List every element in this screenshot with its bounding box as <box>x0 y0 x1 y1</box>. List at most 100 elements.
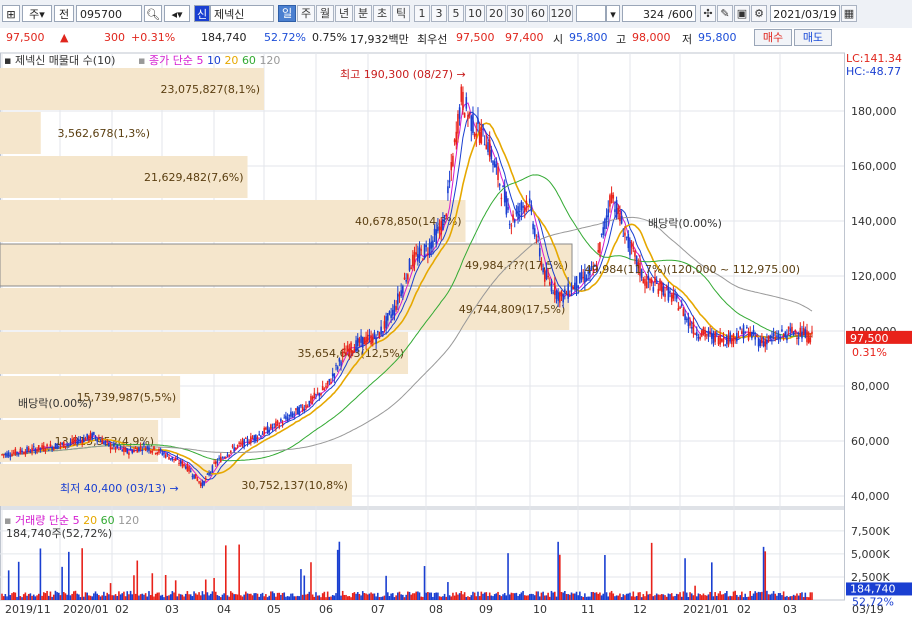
interval-120[interactable]: 120 <box>549 5 573 22</box>
volume-bar <box>96 593 98 600</box>
interval-5[interactable]: 5 <box>448 5 464 22</box>
candle-body <box>166 453 169 455</box>
volume-bar <box>321 593 324 600</box>
tab-second[interactable]: 초 <box>373 5 391 22</box>
volume-bar <box>400 594 402 600</box>
tab-month[interactable]: 월 <box>316 5 334 22</box>
volume-bar <box>473 592 476 600</box>
volume-bar <box>258 596 260 600</box>
volume-bar <box>191 596 194 600</box>
candle-body <box>782 333 785 336</box>
draw-icon[interactable]: ✎ <box>717 5 733 22</box>
speaker-icon[interactable]: ◂▾ <box>164 5 190 22</box>
volume-bar <box>744 593 746 600</box>
volume-bar <box>543 595 546 600</box>
candle-body <box>575 276 578 291</box>
candle-body <box>797 337 800 339</box>
volume-bar <box>677 594 680 600</box>
volume-profile-label: 40,678,850(14,3%) <box>355 215 462 228</box>
interval-20[interactable]: 20 <box>486 5 506 22</box>
volume-bar <box>341 590 344 600</box>
volume-bar <box>285 596 287 600</box>
volume-bar <box>787 597 790 600</box>
candle-body <box>627 233 630 249</box>
volume-bar <box>772 591 775 600</box>
interval-10[interactable]: 10 <box>465 5 485 22</box>
candle-body <box>453 139 456 143</box>
volume-bar <box>507 553 509 600</box>
interval-60[interactable]: 60 <box>528 5 548 22</box>
volume-bar <box>418 592 421 600</box>
gear-icon[interactable]: ⚙ <box>751 5 767 22</box>
tab-year[interactable]: 년 <box>335 5 353 22</box>
volume-bar <box>610 590 613 600</box>
stock-code-input[interactable]: 095700 <box>76 5 142 22</box>
date-input[interactable]: 2021/03/19 <box>770 5 840 22</box>
candle-body <box>572 286 574 290</box>
candle-body <box>477 118 479 125</box>
candle-body <box>281 423 284 425</box>
volume-bar <box>241 596 244 600</box>
volume-bar <box>303 575 306 600</box>
volume-bar <box>460 591 463 600</box>
tab-jeon[interactable]: 전 <box>54 5 74 22</box>
tab-minute[interactable]: 분 <box>354 5 372 22</box>
volume-bar <box>151 573 154 600</box>
volume-bar <box>806 596 808 600</box>
volume-bar <box>766 590 768 600</box>
custom-interval-input[interactable] <box>576 5 606 22</box>
candle-body <box>328 379 331 382</box>
volume-bar <box>490 595 493 600</box>
interval-3[interactable]: 3 <box>431 5 447 22</box>
interval-30[interactable]: 30 <box>507 5 527 22</box>
volume-bar <box>455 592 458 600</box>
save-icon[interactable]: ▣ <box>734 5 750 22</box>
volume-bar <box>281 593 284 600</box>
volume-bar <box>331 595 334 600</box>
sell-button[interactable]: 매도 <box>794 29 832 46</box>
tab-week[interactable]: 주 <box>297 5 315 22</box>
search-icon[interactable]: 🔍︎ <box>144 5 162 22</box>
volume-bar <box>27 593 30 600</box>
volume-bar <box>348 596 351 600</box>
candle-body <box>512 214 514 221</box>
volume-bar <box>462 594 464 600</box>
stock-name[interactable]: 제넥신 <box>210 5 274 22</box>
candle-body <box>214 461 217 465</box>
candle-body <box>403 277 406 280</box>
tab-day[interactable]: 일 <box>278 5 296 22</box>
candle-body <box>721 338 723 342</box>
stock-chart[interactable]: 30,752,137(10,8%)13,815,953(4,9%)15,739,… <box>0 47 912 619</box>
volume-bar <box>433 592 436 600</box>
volume-bar <box>403 597 406 600</box>
bar-count-input[interactable]: 324 <box>622 5 666 22</box>
period-dropdown[interactable]: 주▾ <box>22 5 52 22</box>
volume-bar <box>186 591 189 600</box>
candle-body <box>545 270 548 280</box>
candle-body <box>124 448 127 452</box>
candle-body <box>69 441 72 444</box>
zoom-icon[interactable]: ✣ <box>700 5 716 22</box>
volume-bar <box>762 546 765 600</box>
chevron-down-icon[interactable]: ▾ <box>606 5 620 22</box>
candle-body <box>11 453 13 456</box>
high-price: 98,000 <box>632 31 671 44</box>
interval-1[interactable]: 1 <box>414 5 430 22</box>
volume-bar <box>565 593 568 600</box>
volume-bar <box>600 595 603 600</box>
volume-bar <box>448 595 451 600</box>
candle-body <box>644 279 646 286</box>
low-annotation: 최저 40,400 (03/13) → <box>60 482 179 495</box>
calendar-icon[interactable]: ▦ <box>841 5 857 22</box>
tab-tick[interactable]: 틱 <box>392 5 410 22</box>
chart-title: ▪ 제넥신 매물대 수(10) <box>4 54 115 67</box>
candle-body <box>308 400 311 406</box>
buy-button[interactable]: 매수 <box>754 29 792 46</box>
volume-bar <box>118 591 120 600</box>
candle-body <box>513 219 516 223</box>
volume-bar <box>138 595 140 600</box>
volume-bar <box>440 596 443 600</box>
volume-bar <box>320 597 322 600</box>
settings-icon[interactable]: ⊞ <box>2 5 20 22</box>
x-tick-label: 2020/01 <box>63 603 109 616</box>
